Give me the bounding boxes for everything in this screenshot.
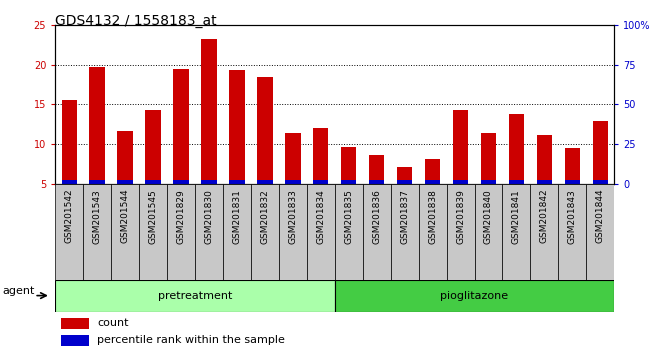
Bar bbox=[90, 67, 105, 184]
Bar bbox=[537, 181, 552, 184]
Bar bbox=[558, 184, 586, 280]
Bar bbox=[55, 184, 83, 280]
Bar bbox=[425, 159, 440, 184]
Bar bbox=[369, 181, 384, 184]
Bar bbox=[139, 184, 167, 280]
Bar bbox=[565, 181, 580, 184]
Bar bbox=[146, 180, 161, 184]
Text: GSM201545: GSM201545 bbox=[149, 189, 157, 244]
Bar bbox=[146, 110, 161, 184]
Bar bbox=[341, 181, 356, 184]
Bar bbox=[90, 180, 105, 184]
Bar bbox=[167, 184, 195, 280]
Bar bbox=[285, 133, 300, 184]
Text: agent: agent bbox=[3, 286, 35, 296]
Bar bbox=[481, 133, 496, 184]
Bar bbox=[195, 184, 223, 280]
Bar bbox=[369, 155, 384, 184]
Bar bbox=[229, 180, 244, 184]
Bar bbox=[453, 180, 468, 184]
Bar bbox=[229, 70, 244, 184]
Text: GSM201839: GSM201839 bbox=[456, 189, 465, 244]
Text: GSM201841: GSM201841 bbox=[512, 189, 521, 244]
Bar bbox=[257, 76, 272, 184]
Text: GSM201837: GSM201837 bbox=[400, 189, 409, 244]
Bar bbox=[481, 181, 496, 184]
Bar bbox=[509, 181, 524, 184]
Text: GSM201544: GSM201544 bbox=[121, 189, 129, 244]
Bar bbox=[251, 184, 279, 280]
Bar bbox=[61, 335, 89, 346]
Bar bbox=[202, 39, 216, 184]
Bar bbox=[391, 184, 419, 280]
Bar bbox=[55, 280, 335, 312]
Bar bbox=[509, 114, 524, 184]
Bar bbox=[202, 180, 216, 184]
Text: GSM201543: GSM201543 bbox=[93, 189, 101, 244]
Bar bbox=[397, 181, 412, 184]
Text: pretreatment: pretreatment bbox=[158, 291, 232, 301]
Bar bbox=[307, 184, 335, 280]
Text: GSM201838: GSM201838 bbox=[428, 189, 437, 244]
Bar bbox=[453, 110, 468, 184]
Bar bbox=[335, 184, 363, 280]
Text: pioglitazone: pioglitazone bbox=[441, 291, 508, 301]
Bar bbox=[397, 166, 412, 184]
Bar bbox=[111, 184, 139, 280]
Text: GSM201829: GSM201829 bbox=[177, 189, 185, 244]
Text: GSM201831: GSM201831 bbox=[233, 189, 241, 244]
Bar bbox=[285, 181, 300, 184]
Bar bbox=[279, 184, 307, 280]
Bar bbox=[118, 181, 133, 184]
Text: GSM201833: GSM201833 bbox=[289, 189, 297, 244]
Text: GSM201844: GSM201844 bbox=[596, 189, 605, 244]
Text: percentile rank within the sample: percentile rank within the sample bbox=[98, 335, 285, 345]
Bar bbox=[62, 181, 77, 184]
Text: GSM201830: GSM201830 bbox=[205, 189, 213, 244]
Bar bbox=[593, 121, 608, 184]
Text: GSM201840: GSM201840 bbox=[484, 189, 493, 244]
Bar bbox=[313, 181, 328, 184]
Bar bbox=[530, 184, 558, 280]
Bar bbox=[419, 184, 447, 280]
Text: count: count bbox=[98, 318, 129, 328]
Bar bbox=[586, 184, 614, 280]
Bar bbox=[565, 148, 580, 184]
Text: GSM201842: GSM201842 bbox=[540, 189, 549, 244]
Bar bbox=[447, 184, 474, 280]
Text: GSM201836: GSM201836 bbox=[372, 189, 381, 244]
Text: GSM201843: GSM201843 bbox=[568, 189, 577, 244]
Text: GDS4132 / 1558183_at: GDS4132 / 1558183_at bbox=[55, 14, 217, 28]
Bar bbox=[257, 180, 272, 184]
Bar bbox=[223, 184, 251, 280]
Bar bbox=[593, 180, 608, 184]
Bar bbox=[174, 69, 188, 184]
Text: GSM201832: GSM201832 bbox=[261, 189, 269, 244]
Bar bbox=[425, 181, 440, 184]
Text: GSM201835: GSM201835 bbox=[344, 189, 353, 244]
Bar bbox=[341, 147, 356, 184]
Bar bbox=[61, 318, 89, 329]
Bar bbox=[174, 180, 188, 184]
Bar bbox=[335, 280, 614, 312]
Bar bbox=[537, 136, 552, 184]
Bar bbox=[83, 184, 111, 280]
Bar bbox=[62, 101, 77, 184]
Bar bbox=[118, 131, 133, 184]
Bar bbox=[313, 127, 328, 184]
Bar bbox=[474, 184, 502, 280]
Text: GSM201834: GSM201834 bbox=[317, 189, 325, 244]
Text: GSM201542: GSM201542 bbox=[65, 189, 73, 244]
Bar bbox=[363, 184, 391, 280]
Bar bbox=[502, 184, 530, 280]
